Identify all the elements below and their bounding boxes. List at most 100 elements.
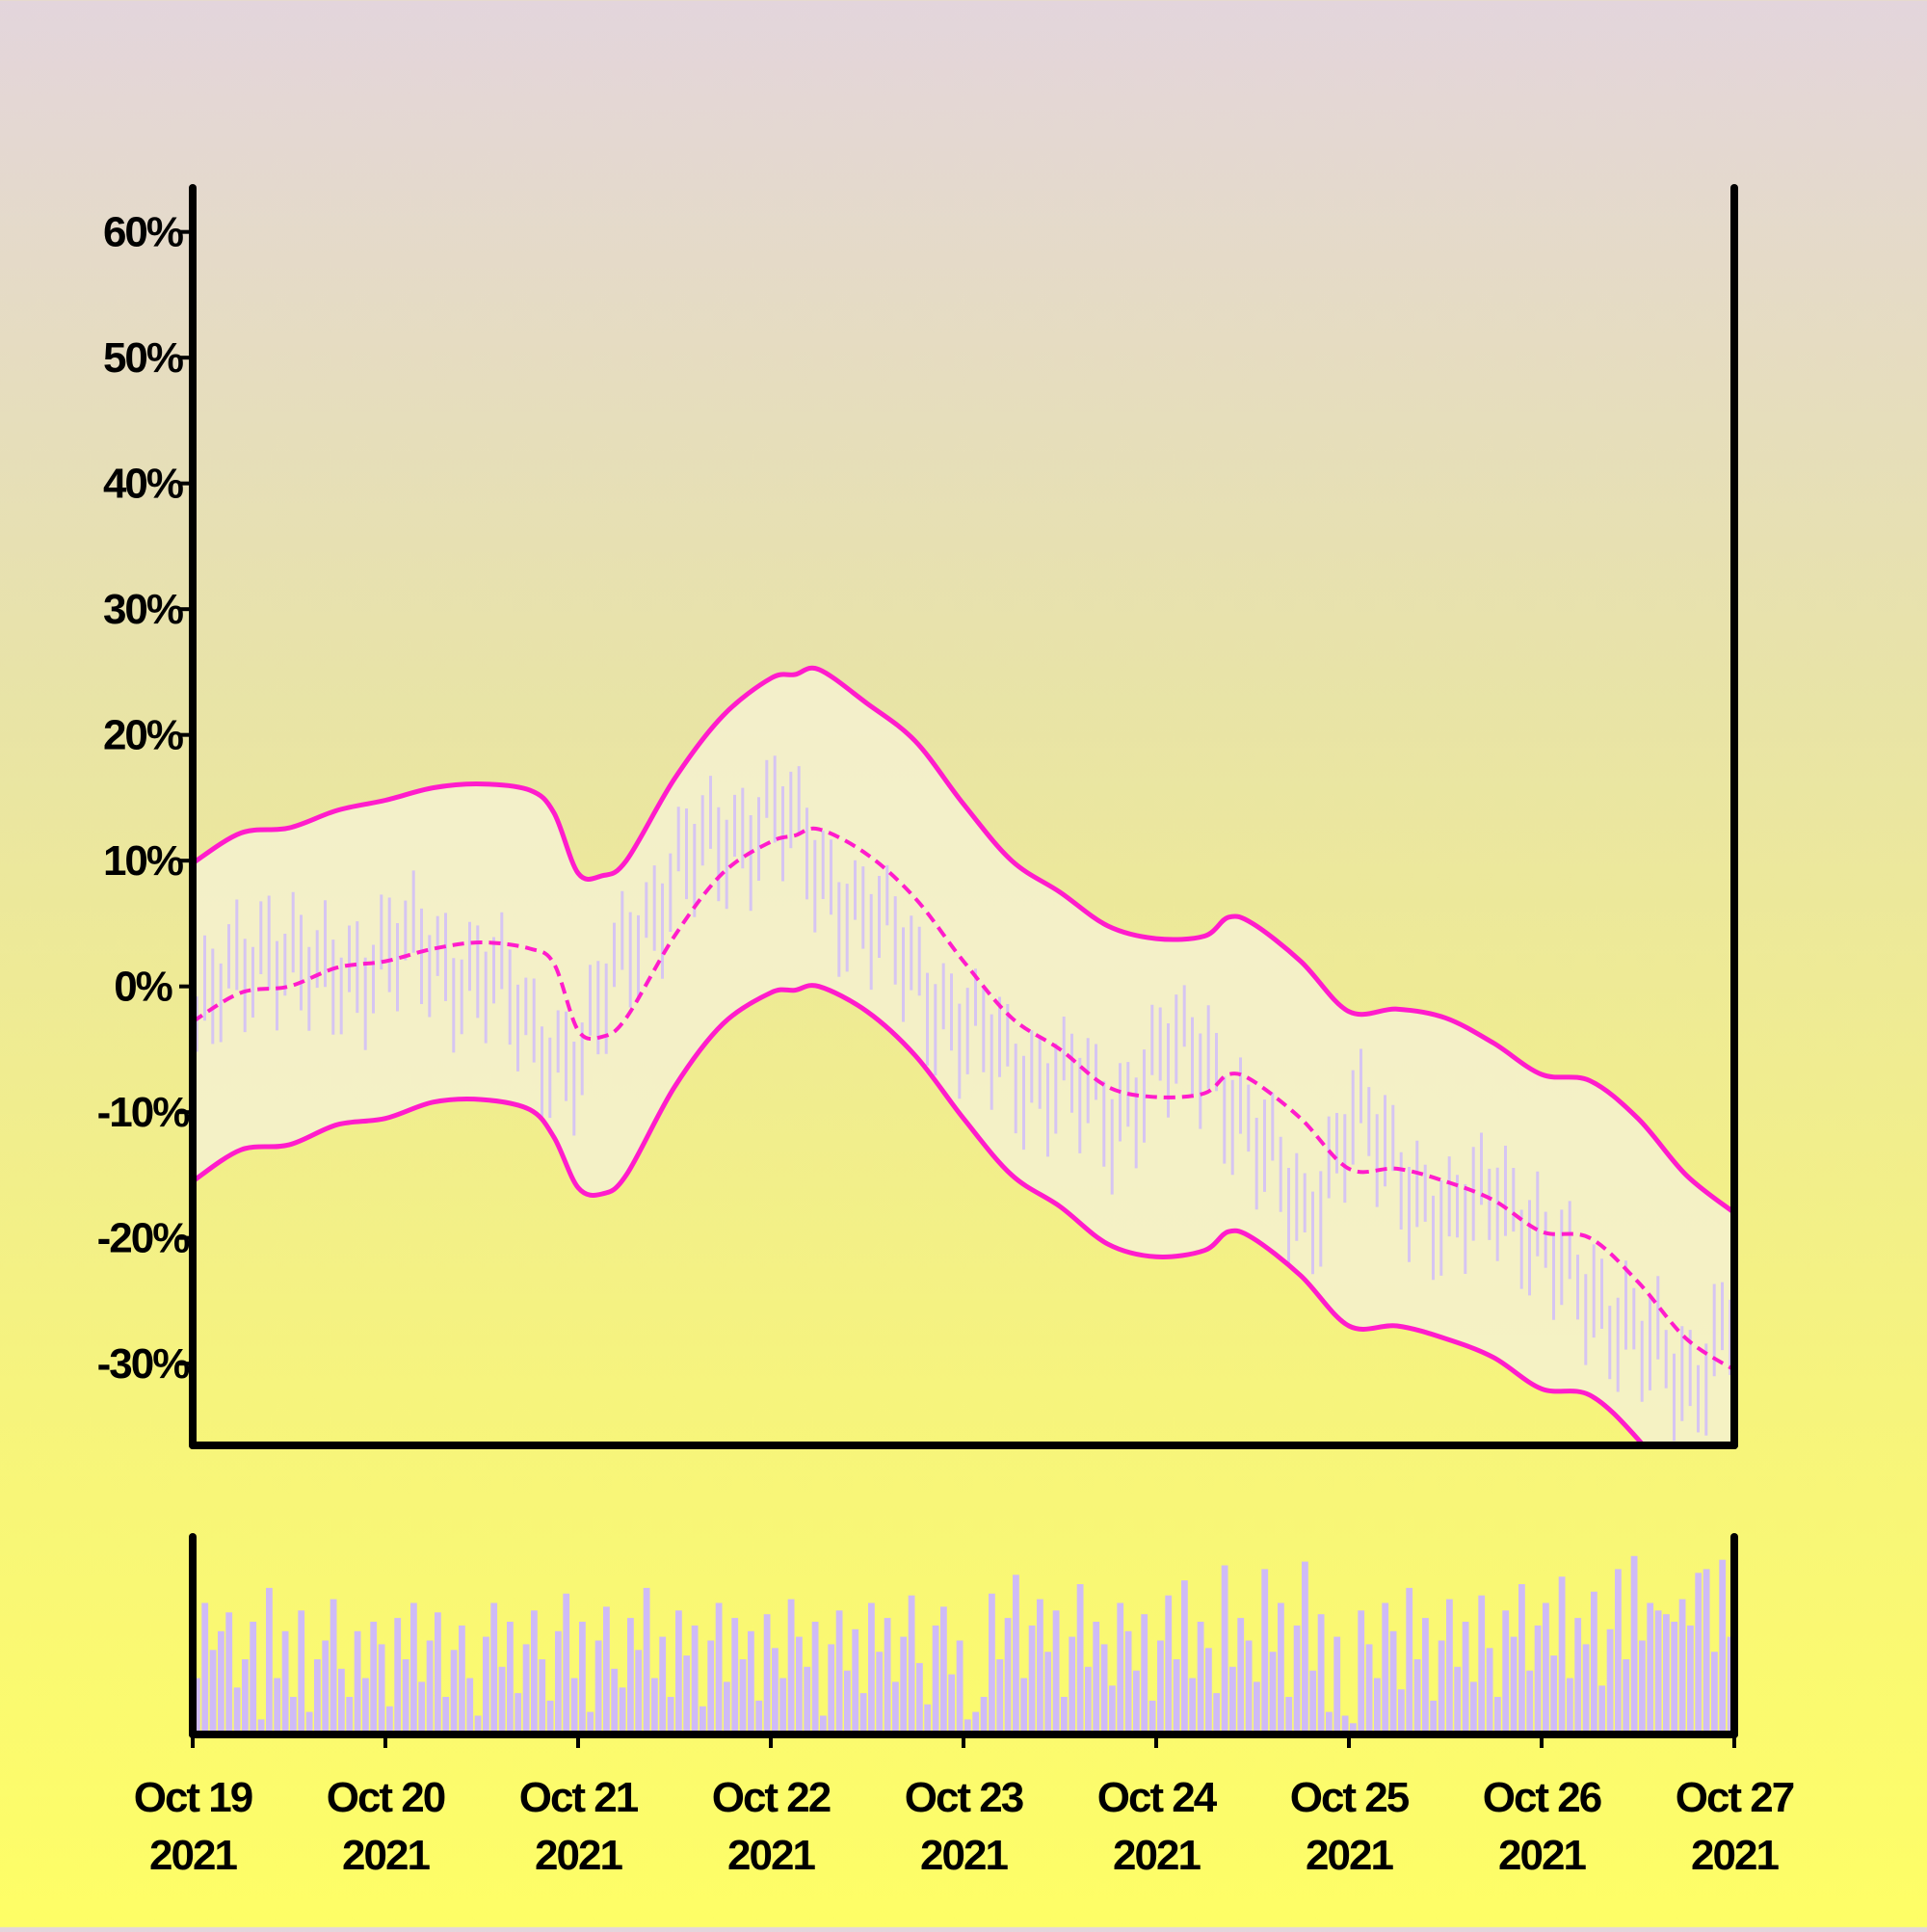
volume-bar: [1333, 1636, 1341, 1734]
volume-bar: [507, 1622, 514, 1734]
volume-bar: [859, 1693, 867, 1734]
volume-bar: [731, 1618, 739, 1734]
volume-bar: [755, 1700, 763, 1734]
volume-bar: [1438, 1640, 1445, 1734]
x-tick-label-date: Oct 24: [1097, 1774, 1218, 1821]
volume-bar: [305, 1711, 313, 1734]
volume-bar: [804, 1666, 811, 1734]
volume-bar: [964, 1719, 971, 1734]
volume-bar: [330, 1599, 337, 1734]
volume-bar: [724, 1681, 730, 1734]
volume-bar: [820, 1715, 827, 1734]
volume-bars-layer: [194, 1555, 1734, 1734]
volume-bar: [1069, 1636, 1076, 1734]
volume-bar: [218, 1630, 224, 1734]
volume-bar: [1630, 1555, 1638, 1734]
volume-bar: [916, 1662, 923, 1734]
volume-bar: [1398, 1689, 1405, 1734]
upper-band-line: [193, 665, 1734, 1215]
x-ticks-layer: Oct 19 2021 Oct 20 2021 Oct 21 2021 Oct 22 2021…: [134, 1734, 1796, 1879]
volume-bar: [459, 1625, 465, 1734]
volume-bar: [828, 1644, 835, 1734]
volume-bar: [1052, 1610, 1060, 1734]
x-tick-label-date: Oct 22: [712, 1774, 831, 1821]
volume-bar: [450, 1650, 458, 1734]
volume-bar: [651, 1678, 658, 1734]
volume-bar: [611, 1668, 619, 1734]
volume-bar: [1278, 1602, 1284, 1734]
volume-bar: [298, 1610, 305, 1734]
volume-bar: [587, 1711, 594, 1734]
volume-bar: [555, 1630, 562, 1734]
volume-bar: [1446, 1599, 1453, 1734]
volume-bar: [594, 1640, 602, 1734]
band-lines-layer: [193, 665, 1734, 1445]
volume-bar: [1567, 1678, 1573, 1734]
volume-bar: [619, 1687, 626, 1734]
x-tick-label-year: 2021: [1498, 1832, 1586, 1879]
volume-bar: [1382, 1602, 1389, 1734]
volume-bar: [314, 1659, 321, 1734]
volume-bar: [1269, 1652, 1277, 1734]
x-tick-label-year: 2021: [149, 1832, 237, 1879]
volume-bar: [1317, 1614, 1325, 1734]
volume-bar: [1413, 1659, 1421, 1734]
volume-bar: [627, 1618, 634, 1734]
volume-bar: [796, 1636, 803, 1734]
volume-bar: [1526, 1670, 1534, 1734]
x-tick-label-date: Oct 27: [1676, 1774, 1794, 1821]
volume-bar: [811, 1622, 819, 1734]
volume-bar: [635, 1650, 643, 1734]
x-tick-label-year: 2021: [535, 1832, 622, 1879]
volume-bar: [603, 1606, 610, 1734]
x-tick-label-date: Oct 20: [327, 1774, 445, 1821]
y-tick-label: 10%: [103, 837, 183, 885]
volume-bar: [1663, 1614, 1670, 1734]
volume-bar: [233, 1687, 241, 1734]
y-tick-label: 60%: [103, 209, 183, 256]
volume-bar: [972, 1711, 980, 1734]
volume-bar: [1534, 1625, 1542, 1734]
volume-bar: [1687, 1625, 1694, 1734]
volume-bar: [1406, 1587, 1413, 1734]
y-tick-label: -10%: [97, 1089, 190, 1136]
volume-bar: [410, 1602, 417, 1734]
volume-bar: [643, 1587, 650, 1734]
volume-bar: [1100, 1644, 1108, 1734]
x-tick-label-date: Oct 19: [134, 1774, 252, 1821]
x-tick-label-date: Oct 26: [1483, 1774, 1601, 1821]
volume-bar: [1462, 1622, 1469, 1734]
volume-bar: [779, 1678, 787, 1734]
volume-bar: [707, 1640, 715, 1734]
volume-bar: [892, 1681, 899, 1734]
volume-bar: [209, 1650, 217, 1734]
x-tick-label-date: Oct 23: [905, 1774, 1023, 1821]
volume-bar: [1606, 1628, 1614, 1734]
volume-bar: [515, 1693, 522, 1734]
x-tick-label-year: 2021: [342, 1832, 430, 1879]
volume-bar: [683, 1655, 691, 1734]
volume-bar: [338, 1668, 345, 1734]
volume-bar: [1543, 1602, 1549, 1734]
volume-bar: [1591, 1591, 1597, 1734]
volume-bar: [1013, 1575, 1019, 1734]
y-tick-label: 20%: [103, 712, 183, 759]
volume-bar: [370, 1622, 378, 1734]
volume-bar: [1189, 1678, 1197, 1734]
volume-bar: [242, 1659, 249, 1734]
volume-bar: [1582, 1644, 1590, 1734]
volume-bar: [1494, 1697, 1501, 1734]
volume-bar: [250, 1622, 257, 1734]
volume-bar: [426, 1640, 434, 1734]
volume-bar: [1558, 1576, 1566, 1734]
volume-bar: [1044, 1652, 1052, 1734]
volume-bar: [1085, 1666, 1092, 1734]
volume-bar: [748, 1630, 754, 1734]
price-bars-layer: [195, 755, 1732, 1442]
volume-bar: [225, 1612, 233, 1734]
y-tick-label: -20%: [97, 1215, 190, 1262]
volume-bar: [659, 1636, 667, 1734]
volume-bar: [1293, 1625, 1301, 1734]
volume-bar: [1165, 1595, 1173, 1734]
